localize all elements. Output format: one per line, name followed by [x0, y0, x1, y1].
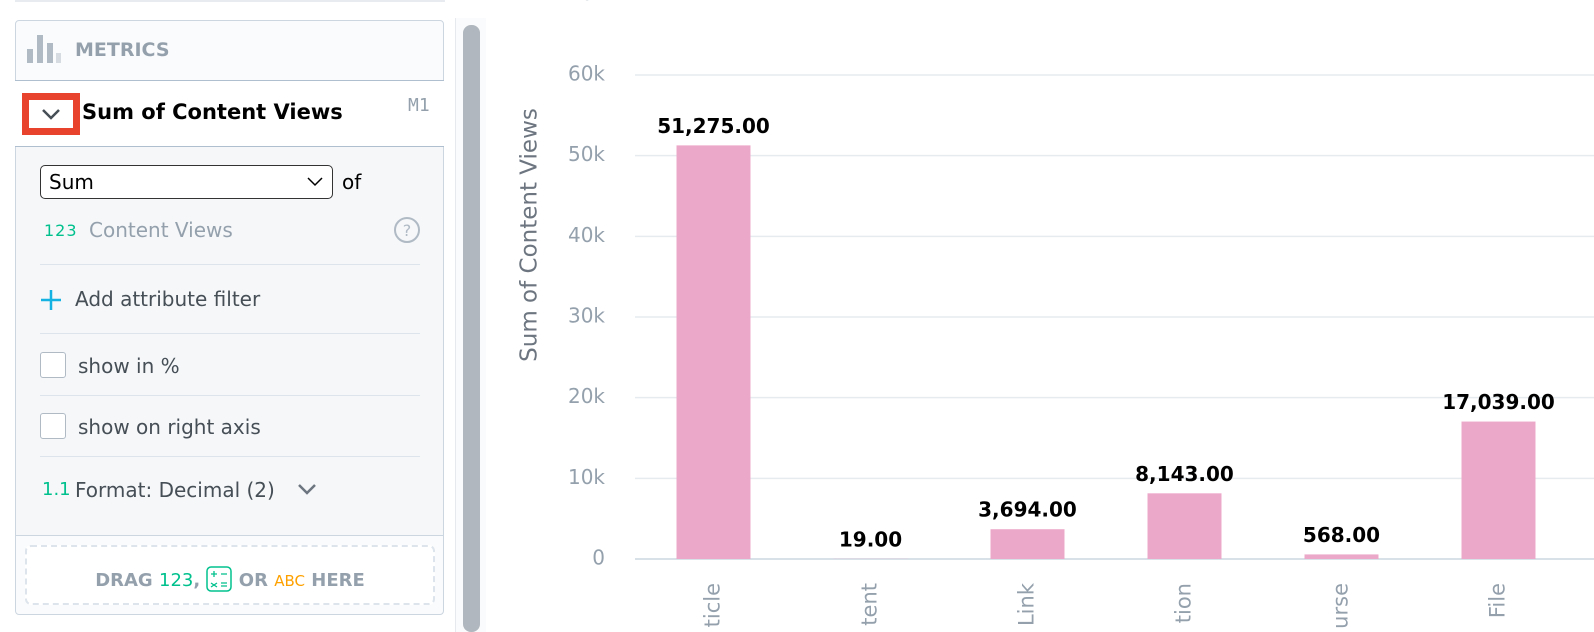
y-tick-label: 20k — [568, 384, 605, 408]
num: 123 — [159, 570, 194, 591]
drag: DRAG — [95, 570, 153, 591]
field-name: Content Views — [89, 218, 233, 242]
bar — [676, 145, 751, 560]
x-tick-label: urse — [1329, 583, 1353, 629]
plus-icon — [41, 290, 61, 310]
format-icon: 1.1 — [42, 479, 71, 500]
x-tick-label: File — [1486, 583, 1510, 618]
bar — [990, 529, 1065, 559]
here: HERE — [311, 570, 365, 591]
separator — [40, 333, 420, 334]
add-filter[interactable]: Add attribute filter — [75, 287, 261, 311]
metric-row — [15, 80, 444, 147]
aggregation-select[interactable] — [40, 165, 333, 199]
bar — [1304, 554, 1379, 559]
bar — [1147, 493, 1222, 559]
or: OR — [238, 570, 268, 591]
comma: , — [193, 570, 201, 591]
x-tick-label: Link — [1015, 582, 1039, 626]
y-tick-label: 60k — [568, 61, 605, 85]
svg-text:?: ? — [403, 221, 412, 240]
drop-zone[interactable] — [25, 545, 435, 605]
separator — [40, 395, 420, 396]
select-arrow — [307, 177, 323, 187]
x-tick-label: tent — [858, 583, 882, 626]
help-icon[interactable]: ? — [393, 216, 421, 244]
format-label[interactable]: Format: Decimal (2) — [75, 478, 275, 502]
value-label: 568.00 — [1303, 523, 1380, 547]
metric-config — [16, 147, 443, 536]
x-tick-label: tion — [1172, 583, 1196, 623]
format-chevron — [298, 484, 316, 495]
field-icon: 123 — [44, 221, 78, 240]
scrollbar[interactable] — [463, 25, 480, 632]
y-tick-label: 0 — [592, 546, 605, 570]
value-label: 19.00 — [839, 527, 902, 551]
y-tick-label: 40k — [568, 223, 605, 247]
abc: ABC — [274, 572, 305, 590]
of-label: of — [342, 170, 362, 194]
value-label: 17,039.00 — [1442, 390, 1555, 414]
y-tick-label: 10k — [568, 465, 605, 489]
section-title: METRICS — [75, 39, 170, 61]
metrics-icon — [27, 35, 61, 63]
separator — [40, 456, 420, 457]
checkbox[interactable] — [40, 352, 66, 378]
y-axis-title: Sum of Content Views — [517, 108, 543, 362]
y-tick-label: 70k — [568, 0, 605, 5]
top-shadow — [15, 0, 445, 2]
option-label: show in % — [78, 354, 180, 378]
checkbox[interactable] — [40, 413, 66, 439]
calc-icon — [206, 566, 233, 592]
value-label: 8,143.00 — [1135, 462, 1234, 486]
drop-zone-text: DRAG 123, OR ABC HERE — [25, 566, 435, 592]
chart: Sum of Content Views 0 10k 20k 30k 40k 50k 60k… — [517, 0, 1594, 629]
metric-name: Sum of Content Views — [82, 100, 343, 124]
metric-id: M1 — [408, 95, 430, 116]
y-tick-label: 30k — [568, 303, 605, 327]
option-label: show on right axis — [78, 415, 261, 439]
value-label: 3,694.00 — [978, 498, 1077, 522]
separator — [40, 264, 420, 265]
y-tick-label: 50k — [568, 142, 605, 166]
chevron — [29, 100, 73, 128]
aggregation-value: Sum — [49, 170, 94, 194]
value-label: 51,275.00 — [657, 114, 770, 138]
bar — [1461, 421, 1536, 559]
x-tick-label: ticle — [701, 583, 725, 627]
